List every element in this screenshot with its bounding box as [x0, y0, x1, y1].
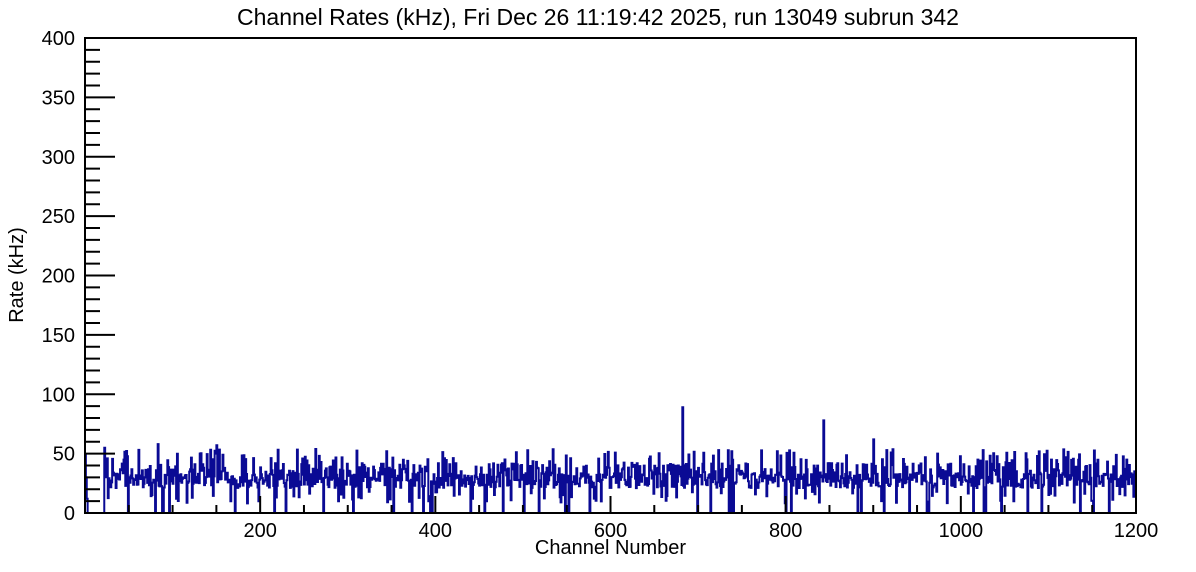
histogram-line — [84, 406, 1137, 514]
chart-title: Channel Rates (kHz), Fri Dec 26 11:19:42… — [237, 4, 959, 30]
y-tick-label: 0 — [64, 503, 75, 525]
x-tick-label: 600 — [594, 520, 627, 542]
x-tick-label: 400 — [419, 520, 452, 542]
x-axis-title: Channel Number — [534, 537, 687, 559]
y-tick-label: 200 — [42, 266, 75, 288]
x-tick-label: 800 — [769, 520, 802, 542]
plot-frame — [84, 37, 1137, 514]
y-tick-label: 350 — [42, 87, 75, 109]
y-tick-label: 100 — [42, 384, 75, 406]
y-tick-label: 300 — [42, 147, 75, 169]
y-tick-label: 250 — [42, 206, 75, 228]
y-axis-title: Rate (kHz) — [6, 227, 28, 323]
x-tick-label: 200 — [243, 520, 276, 542]
y-tick-label: 400 — [42, 28, 75, 50]
x-tick-label: 1000 — [939, 520, 984, 542]
y-tick-label: 150 — [42, 325, 75, 347]
x-tick-label: 1200 — [1114, 520, 1159, 542]
y-tick-label: 50 — [53, 444, 75, 466]
